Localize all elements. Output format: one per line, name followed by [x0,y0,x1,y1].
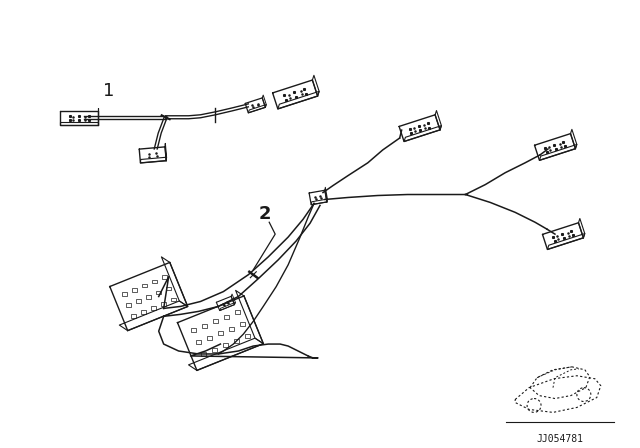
Bar [136,298,141,302]
Bar [223,343,228,347]
Bar [166,287,172,290]
Bar [245,334,250,338]
Bar [236,310,240,314]
Bar [224,315,229,319]
Bar [229,327,234,331]
Bar [131,314,136,318]
Bar [212,348,217,352]
Bar [207,336,212,340]
Text: 2: 2 [259,205,271,223]
Bar [240,322,245,326]
Text: JJ054781: JJ054781 [536,434,584,444]
Bar [162,276,167,280]
Bar [196,340,201,344]
Bar [191,328,196,332]
Bar [218,331,223,335]
Bar [202,324,207,327]
Bar [126,302,131,306]
Bar [171,297,176,302]
Bar [213,319,218,323]
Text: 1: 1 [103,82,115,99]
Bar [152,280,157,284]
Bar [234,339,239,343]
Bar [141,310,146,314]
Bar [161,302,166,306]
Bar [200,352,205,356]
Bar [156,290,161,294]
Bar [151,306,156,310]
Bar [142,284,147,288]
Bar [132,288,137,292]
Bar [147,294,151,298]
Bar [122,292,127,296]
